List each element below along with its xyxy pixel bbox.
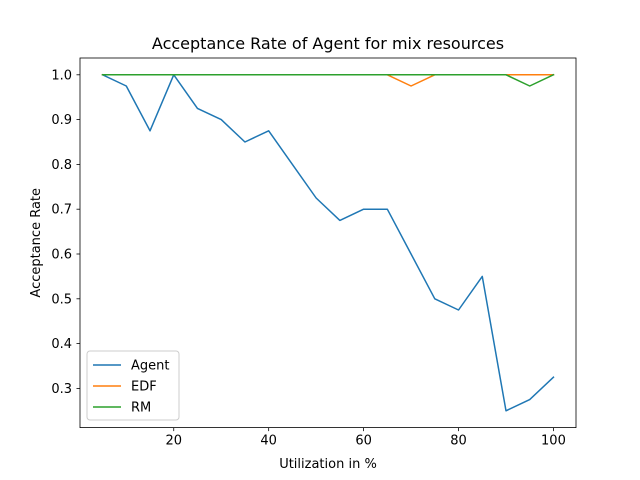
y-tick-label: 0.4 bbox=[51, 337, 72, 352]
y-tick-label: 0.7 bbox=[51, 203, 72, 218]
x-tick-label: 20 bbox=[165, 434, 182, 449]
legend: Agent EDF RM bbox=[86, 350, 180, 421]
y-axis: 0.3 0.4 0.5 0.6 0.7 0.8 0.9 1.0 bbox=[51, 68, 80, 397]
legend-label-agent: Agent bbox=[131, 359, 169, 374]
y-axis-label: Acceptance Rate bbox=[29, 188, 44, 298]
chart-title: Acceptance Rate of Agent for mix resourc… bbox=[152, 34, 504, 53]
legend-box bbox=[86, 350, 180, 421]
x-tick-label: 100 bbox=[541, 434, 566, 449]
y-tick-label: 0.3 bbox=[51, 382, 72, 397]
series-line-agent bbox=[101, 73, 555, 412]
y-tick-label: 1.0 bbox=[51, 68, 72, 83]
x-axis: 20 40 60 80 100 bbox=[165, 427, 566, 449]
y-tick-label: 0.8 bbox=[51, 158, 72, 173]
legend-label-edf: EDF bbox=[131, 380, 157, 395]
legend-label-rm: RM bbox=[131, 401, 151, 416]
plot-frame bbox=[79, 57, 577, 429]
x-tick-label: 60 bbox=[355, 434, 372, 449]
y-tick-label: 0.5 bbox=[51, 292, 72, 307]
x-tick-label: 80 bbox=[450, 434, 467, 449]
y-tick-label: 0.9 bbox=[51, 113, 72, 128]
y-tick-label: 0.6 bbox=[51, 248, 72, 263]
series-line-rm bbox=[101, 73, 555, 87]
plot-lines bbox=[101, 73, 555, 412]
x-tick-label: 40 bbox=[260, 434, 277, 449]
x-axis-label: Utilization in % bbox=[279, 457, 377, 472]
